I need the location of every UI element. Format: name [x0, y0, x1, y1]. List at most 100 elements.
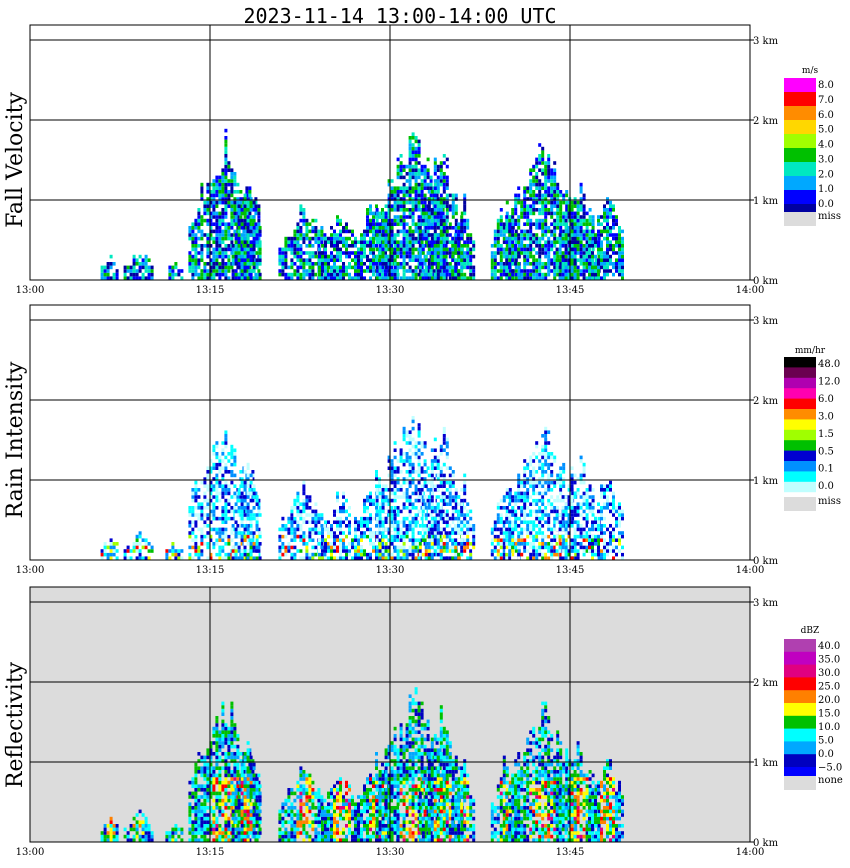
colorbar-swatch	[784, 461, 816, 472]
colorbar-swatch	[784, 471, 816, 483]
colorbar-swatch	[784, 664, 816, 678]
height-tick-label: 3 km	[753, 316, 779, 327]
colorbar-label: 10.0	[818, 722, 840, 733]
time-tick-label: 13:15	[196, 847, 225, 858]
precipitation-cells	[100, 416, 624, 560]
colorbar-missing-label: miss	[818, 496, 841, 507]
colorbar-swatch	[784, 690, 816, 704]
colorbar-swatch	[784, 357, 816, 368]
panel-fall-velocity: Fall Velocity 0 km 1 km 2 km 3 km 13:00 13:15 1…	[3, 24, 841, 296]
colorbar-label: 3.0	[818, 411, 834, 422]
grid	[30, 25, 750, 280]
height-tick-label: 2 km	[753, 116, 779, 127]
plot-frame	[29, 24, 751, 281]
grid	[30, 587, 750, 842]
panel-rain-intensity: Rain Intensity 0 km 1 km 2 km 3 km 13:00 13:15…	[3, 304, 841, 576]
time-tick-label: 13:45	[556, 565, 585, 576]
height-tick-label: 2 km	[753, 678, 779, 689]
axis-label-0: Fall Velocity	[3, 92, 28, 228]
colorbar-swatch	[784, 78, 816, 93]
colorbar-label: 0.1	[818, 464, 834, 475]
colorbar-missing-swatch	[784, 497, 816, 511]
height-tick-label: 3 km	[753, 36, 779, 47]
colorbar-swatch	[784, 120, 816, 135]
height-tick-label: 1 km	[753, 758, 779, 769]
colorbar-swatch	[784, 481, 816, 493]
time-tick-label: 14:00	[736, 565, 765, 576]
time-tick-label: 13:00	[16, 285, 45, 296]
panel-reflectivity: Reflectivity 0 km 1 km 2 km 3 km 13:00 13:15 13…	[3, 586, 843, 858]
colorbar-label: −5.0	[818, 762, 842, 773]
colorbar-swatch	[784, 741, 816, 755]
colorbar-swatch	[784, 409, 816, 420]
colorbar-swatch	[784, 440, 816, 452]
height-tick-label: 1 km	[753, 476, 779, 487]
colorbar-label: 4.0	[818, 140, 834, 151]
colorbar-label: 6.0	[818, 110, 834, 121]
precipitation-cells	[100, 687, 624, 842]
grid	[30, 305, 750, 560]
precipitation-cells	[100, 128, 624, 280]
time-tick-label: 13:30	[376, 565, 405, 576]
colorbar-label: 7.0	[818, 95, 834, 106]
time-tick-label: 13:00	[16, 847, 45, 858]
time-tick-label: 13:30	[376, 847, 405, 858]
colorbar-missing-swatch	[784, 776, 816, 790]
height-tick-label: 0 km	[753, 556, 779, 567]
time-tick-label: 13:00	[16, 565, 45, 576]
plot-frame	[29, 304, 751, 561]
colorbar-swatch	[784, 388, 816, 400]
colorbar-label: 25.0	[818, 681, 840, 692]
time-tick-label: 13:30	[376, 285, 405, 296]
time-tick-label: 13:45	[556, 847, 585, 858]
colorbar-unit: mm/hr	[795, 346, 826, 356]
colorbar-label: 8.0	[818, 80, 834, 91]
colorbar: dBZ 40.0 35.0 30.0 25.0 20.0 15.0 10.0 5.0 0.0 −5.…	[784, 626, 843, 790]
colorbar-swatch	[784, 106, 816, 121]
axis-label-1: Rain Intensity	[3, 361, 28, 518]
height-tick-label: 0 km	[753, 838, 779, 849]
time-tick-label: 13:15	[196, 565, 225, 576]
colorbar-swatch	[784, 703, 816, 717]
colorbar-swatch	[784, 148, 816, 163]
colorbar-label: 1.5	[818, 429, 834, 440]
colorbar-swatch	[784, 728, 816, 742]
colorbar-label: 1.0	[818, 184, 834, 195]
colorbar-label: 5.0	[818, 125, 834, 136]
colorbar-swatch	[784, 176, 816, 191]
colorbar-swatch	[784, 377, 816, 389]
colorbar-swatch	[784, 715, 816, 730]
colorbar-missing-label: none	[818, 775, 843, 786]
colorbar-swatch	[784, 162, 816, 177]
colorbar-label: 30.0	[818, 668, 840, 679]
colorbar-swatch	[784, 367, 816, 379]
time-tick-label: 14:00	[736, 847, 765, 858]
colorbar-swatch	[784, 429, 816, 441]
colorbar-label: 12.0	[818, 376, 840, 387]
height-tick-label: 2 km	[753, 396, 779, 407]
colorbar-label: 0.0	[818, 199, 834, 210]
height-tick-label: 1 km	[753, 196, 779, 207]
colorbar-swatch	[784, 639, 816, 653]
colorbar: mm/hr 48.0 12.0 6.0 3.0 1.5 0.5 0.1 0.0 miss	[784, 346, 841, 511]
colorbar-label: 3.0	[818, 154, 834, 165]
colorbar-label: 6.0	[818, 394, 834, 405]
colorbar-swatch	[784, 134, 816, 149]
colorbar-label: 35.0	[818, 654, 840, 665]
colorbar-missing-label: miss	[818, 211, 841, 222]
time-tick-label: 14:00	[736, 285, 765, 296]
colorbar-label: 2.0	[818, 169, 834, 180]
colorbar-label: 40.0	[818, 641, 840, 652]
colorbar-swatch	[784, 754, 816, 768]
axis-label-2: Reflectivity	[3, 661, 28, 788]
colorbar-label: 0.0	[818, 749, 834, 760]
colorbar-swatch	[784, 677, 816, 691]
colorbar-unit: dBZ	[801, 626, 820, 636]
time-tick-label: 13:45	[556, 285, 585, 296]
colorbar-swatch	[784, 190, 816, 205]
colorbar-label: 0.0	[818, 481, 834, 492]
colorbar-label: 20.0	[818, 695, 840, 706]
colorbar-missing-swatch	[784, 212, 816, 226]
colorbar-swatch	[784, 398, 816, 410]
